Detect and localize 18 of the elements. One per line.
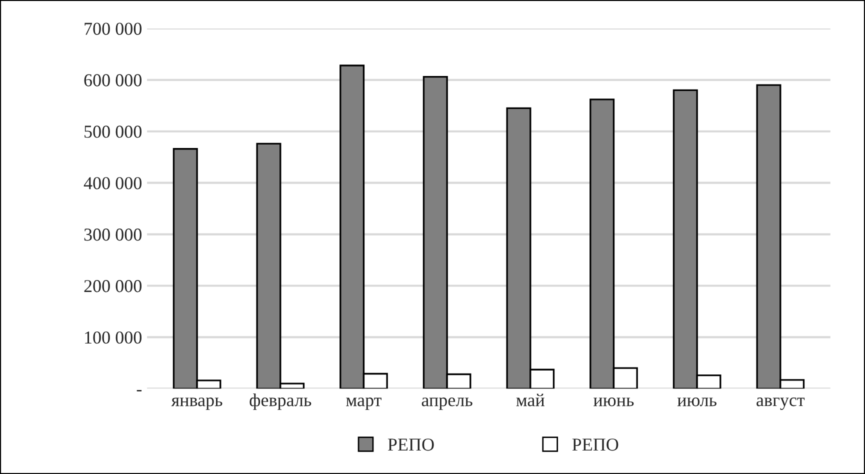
- x-tick-label: июнь: [594, 398, 634, 406]
- x-tick-label: январь: [171, 398, 222, 410]
- x-tick-label: февраль: [250, 394, 312, 410]
- y-tick-label: -: [136, 390, 142, 392]
- legend-label: РЕПО: [572, 438, 618, 451]
- x-tick-label: апрель: [422, 398, 472, 410]
- legend-label: РЕПО: [388, 438, 434, 451]
- x-tick-label: май: [516, 394, 544, 406]
- x-tick-label: март: [346, 398, 382, 410]
- y-tick-label: 500 000: [84, 126, 142, 138]
- y-tick-label: 700 000: [84, 22, 142, 35]
- x-tick-label: июль: [677, 398, 716, 406]
- y-tick-label: 200 000: [84, 280, 142, 292]
- x-tick-label: август: [756, 398, 805, 410]
- y-tick-label: 600 000: [84, 74, 142, 86]
- y-tick-label: 100 000: [85, 331, 142, 344]
- y-tick-label: 300 000: [84, 228, 142, 241]
- y-tick-label: 400 000: [84, 177, 142, 190]
